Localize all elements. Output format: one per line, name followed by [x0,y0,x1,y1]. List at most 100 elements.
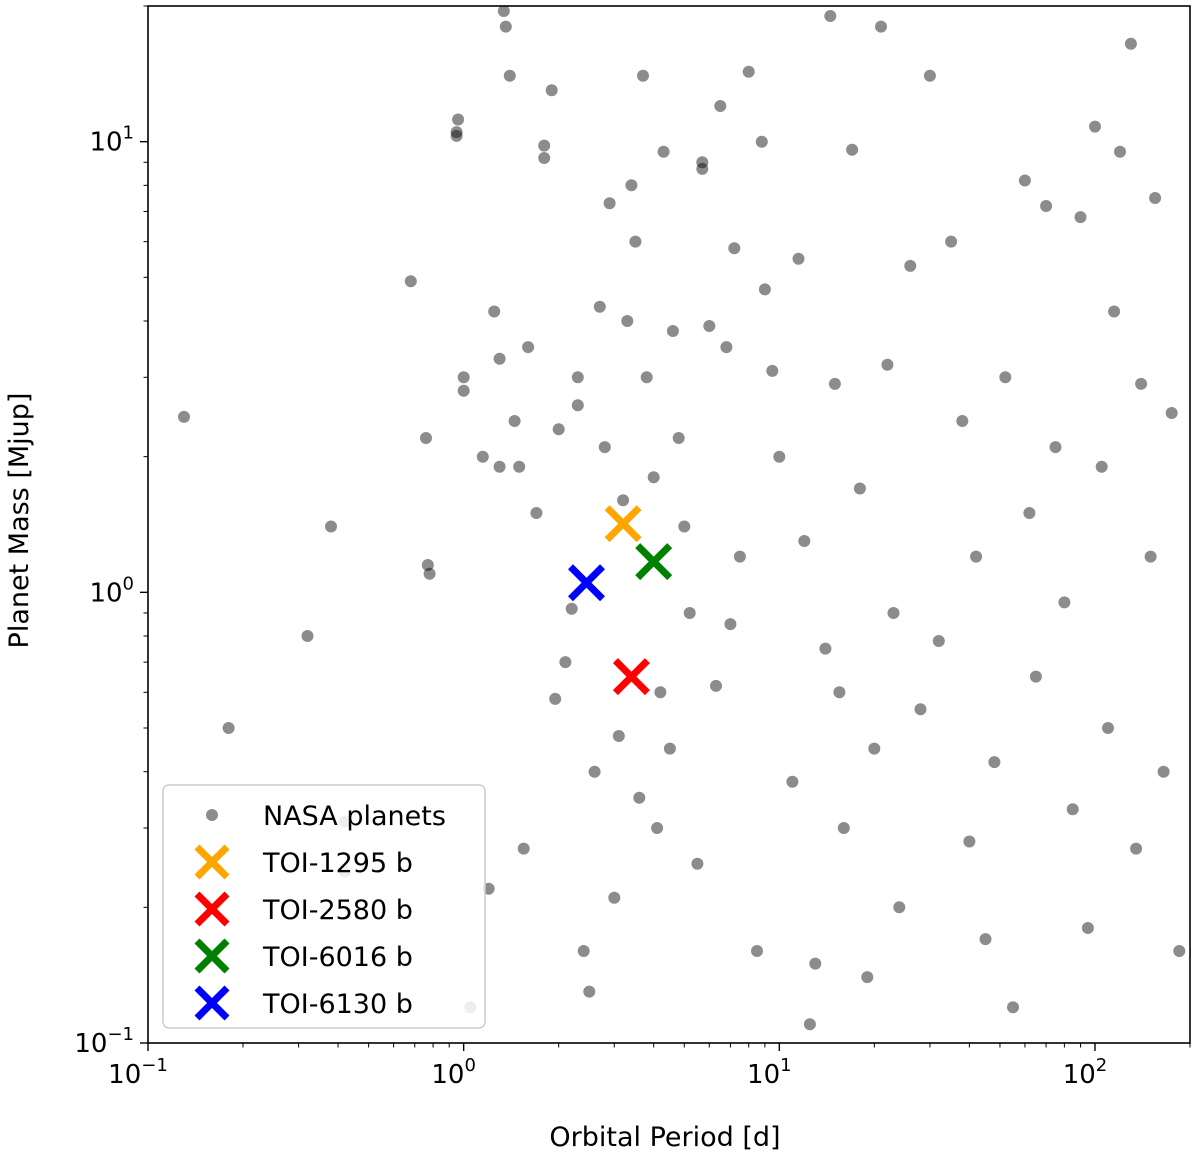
data-point [488,305,501,318]
legend-marker-x [194,891,230,927]
data-point [450,129,463,142]
data-point [457,384,470,397]
data-point [881,358,894,371]
data-point [301,630,314,642]
data-point [988,756,1001,769]
data-point [588,765,601,778]
legend-marker-x [194,938,230,974]
data-point [1007,1001,1019,1014]
data-point [824,10,837,22]
y-tick-label: 10−1 [74,1024,134,1059]
data-point [1049,441,1062,454]
data-point [508,415,521,427]
data-point [1165,407,1178,419]
data-point [499,20,512,33]
data-point [421,559,434,571]
data-point [640,371,653,384]
data-point [733,550,746,563]
data-point [683,607,696,619]
data-point [552,423,565,436]
toi-2580-b-marker [612,658,650,696]
plot-frame [147,5,1191,1044]
data-point [803,1018,816,1031]
x-axis-label: Orbital Period [d] [549,1122,780,1153]
data-point [637,69,649,82]
data-point [861,971,874,984]
data-point [786,775,799,788]
data-point [893,901,906,914]
data-point [1157,765,1170,778]
legend-label: NASA planets [263,801,446,832]
highlight-markers [568,505,673,696]
data-point [792,252,805,265]
data-point [1124,37,1137,50]
data-point [914,703,927,716]
data-point [875,20,887,33]
legend-box [162,784,486,1029]
data-point [1130,842,1143,855]
data-point [583,985,596,998]
data-point [887,607,900,619]
data-point [476,450,489,463]
data-point [868,742,881,755]
data-point [654,686,667,699]
data-point [1089,120,1101,133]
data-point [493,352,506,365]
legend-marker-x [194,844,230,880]
data-point [178,410,190,423]
data-point [450,126,463,139]
data-point [751,945,763,957]
x-tick-label: 101 [747,1055,792,1090]
data-point [1095,460,1108,473]
data-point [1066,803,1079,816]
data-point [678,520,691,533]
data-point [493,460,506,473]
data-point [1040,200,1053,212]
data-points [178,6,1186,1031]
data-point [565,602,578,615]
data-point [517,842,530,855]
data-point [663,742,676,755]
data-point [755,135,768,148]
data-point [710,679,722,692]
legend-label: TOI-6016 b [262,942,413,973]
data-point [809,957,822,970]
data-point [1074,211,1087,224]
data-point [452,113,465,126]
toi-1295-b-marker [604,505,642,543]
data-point [853,482,866,495]
data-point [1173,945,1186,957]
data-point [420,432,432,444]
data-point [945,235,958,248]
data-point [598,441,611,454]
legend-label: TOI-6130 b [262,989,413,1020]
data-point [1018,174,1031,187]
data-point [1135,377,1148,390]
y-tick-label: 100 [89,573,134,608]
data-point [571,399,584,412]
x-tick-label: 10−1 [108,1055,168,1090]
x-tick-label: 102 [1063,1055,1108,1090]
data-point [617,494,630,507]
data-point [593,300,606,313]
data-point [625,179,638,192]
data-point [720,341,733,354]
data-point [703,320,716,332]
data-point [696,162,709,175]
data-point [970,550,983,563]
data-point [621,315,634,327]
data-point [651,822,664,834]
data-point [530,507,543,519]
data-point [828,377,841,390]
data-point [545,84,558,97]
data-point [758,283,771,296]
data-point [657,145,670,158]
data-point [503,69,516,82]
data-point [714,100,727,112]
data-point [923,69,936,82]
data-point [666,325,679,337]
legend: NASA planets TOI-1295 b TOI-2580 b TOI-6016… [162,784,486,1029]
data-point [932,635,945,647]
data-point [513,460,526,473]
data-point [837,822,850,834]
